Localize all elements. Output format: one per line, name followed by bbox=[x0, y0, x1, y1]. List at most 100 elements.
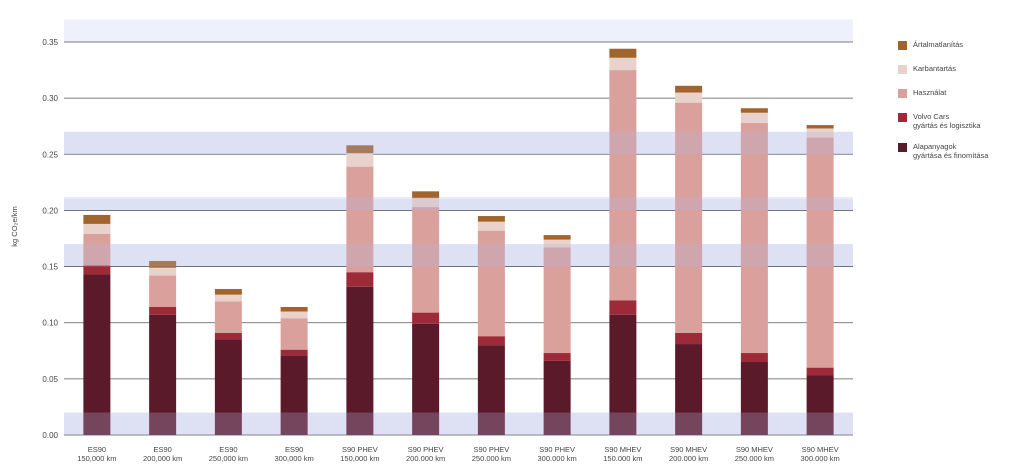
bar-segment bbox=[83, 265, 111, 275]
x-tick-label: S90 MHEV bbox=[604, 445, 641, 454]
x-tick-label: S90 PHEV bbox=[342, 445, 378, 454]
x-tick-label: ES90 bbox=[219, 445, 237, 454]
overlay-bands bbox=[64, 131, 853, 435]
background-bands bbox=[64, 19, 853, 435]
bar-segment bbox=[609, 57, 637, 71]
legend-label: Használat bbox=[913, 88, 947, 97]
bar-segment bbox=[214, 289, 242, 295]
x-tick-label: 300,000 km bbox=[275, 454, 314, 463]
bar-segment bbox=[477, 336, 505, 346]
y-tick-label: 0.10 bbox=[42, 319, 58, 328]
bar-segment bbox=[740, 353, 768, 363]
overlay-band bbox=[64, 244, 853, 267]
bar-segment bbox=[280, 349, 308, 356]
background-band bbox=[64, 19, 853, 42]
y-tick-label: 0.25 bbox=[42, 150, 58, 159]
legend-label: Karbantartás bbox=[913, 64, 956, 73]
bar-segment bbox=[149, 275, 177, 307]
bar-segment bbox=[806, 367, 834, 376]
bar-segment bbox=[412, 191, 440, 199]
bar-segment bbox=[346, 286, 374, 435]
legend-swatch bbox=[898, 41, 907, 50]
bar-segment bbox=[477, 221, 505, 231]
y-tick-label: 0.15 bbox=[42, 263, 58, 272]
legend-swatch bbox=[898, 143, 907, 152]
overlay-band bbox=[64, 412, 853, 435]
bar-segment bbox=[214, 294, 242, 302]
bars bbox=[83, 48, 834, 435]
legend-label: Volvo Cars gyártás és logisztika bbox=[913, 112, 981, 130]
bar-segment bbox=[543, 360, 571, 435]
x-tick-label: 150.000 km bbox=[603, 454, 642, 463]
x-tick-label: 250.000 km bbox=[472, 454, 511, 463]
bar-segment bbox=[477, 230, 505, 337]
bar-segment bbox=[675, 332, 703, 345]
y-tick-label: 0.05 bbox=[42, 375, 58, 384]
x-tick-label: 200.000 km bbox=[406, 454, 445, 463]
legend: Ártalmatlanítás Karbantartás Használat Volv… bbox=[898, 40, 1018, 172]
legend-item: Használat bbox=[898, 88, 1018, 100]
x-tick-label: 250.000 km bbox=[735, 454, 774, 463]
bar-segment bbox=[346, 153, 374, 167]
bar-segment bbox=[806, 137, 834, 368]
bar-segment bbox=[609, 70, 637, 301]
legend-item: Karbantartás bbox=[898, 64, 1018, 76]
bar-segment bbox=[412, 312, 440, 324]
bar-segment bbox=[214, 301, 242, 333]
bar-segment bbox=[543, 239, 571, 248]
x-tick-label: 150,000 km bbox=[340, 454, 379, 463]
x-tick-label: ES90 bbox=[153, 445, 171, 454]
bar-segment bbox=[806, 128, 834, 138]
bar-segment bbox=[149, 267, 177, 276]
bar-segment bbox=[83, 234, 111, 266]
x-tick-label: 300.000 km bbox=[801, 454, 840, 463]
y-tick-labels: 0.00 0.05 0.10 0.15 0.20 0.25 0.30 0.35 bbox=[42, 38, 58, 440]
x-tick-label: S90 MHEV bbox=[802, 445, 839, 454]
bar-segment bbox=[412, 198, 440, 208]
bar-segment bbox=[675, 85, 703, 93]
y-axis-label: kg CO₂e/km bbox=[10, 206, 19, 246]
background-band bbox=[64, 412, 853, 435]
x-tick-label: 200.000 km bbox=[669, 454, 708, 463]
legend-item: Ártalmatlanítás bbox=[898, 40, 1018, 52]
background-band bbox=[64, 244, 853, 267]
legend-label: Alapanyagok gyártása és finomítása bbox=[913, 142, 989, 160]
legend-swatch bbox=[898, 113, 907, 122]
bar-segment bbox=[740, 362, 768, 435]
bar-segment bbox=[83, 223, 111, 235]
bar-segment bbox=[149, 306, 177, 315]
bar-segment bbox=[675, 344, 703, 435]
bar-segment bbox=[280, 306, 308, 312]
y-tick-label: 0.00 bbox=[42, 431, 58, 440]
bar-segment bbox=[83, 214, 111, 224]
bar-segment bbox=[543, 353, 571, 361]
bar-segment bbox=[740, 112, 768, 123]
x-tick-label: S90 MHEV bbox=[670, 445, 707, 454]
x-tick-label: ES90 bbox=[285, 445, 303, 454]
bar-segment bbox=[609, 300, 637, 315]
bar-segment bbox=[149, 314, 177, 435]
legend-item: Volvo Cars gyártás és logisztika bbox=[898, 112, 1018, 130]
legend-swatch bbox=[898, 89, 907, 98]
background-band bbox=[64, 199, 853, 211]
x-tick-label: S90 PHEV bbox=[408, 445, 444, 454]
legend-item: Alapanyagok gyártása és finomítása bbox=[898, 142, 1018, 160]
x-tick-label: 150,000 km bbox=[77, 454, 116, 463]
bar-segment bbox=[675, 102, 703, 333]
x-tick-label: 250,000 km bbox=[209, 454, 248, 463]
bar-segment bbox=[806, 125, 834, 129]
bar-segment bbox=[346, 166, 374, 273]
bar-segment bbox=[214, 339, 242, 435]
bar-segment bbox=[412, 323, 440, 435]
x-tick-label: 300.000 km bbox=[538, 454, 577, 463]
bar-segment bbox=[83, 274, 111, 435]
bar-segment bbox=[214, 332, 242, 340]
background-band bbox=[64, 131, 853, 155]
bar-segment bbox=[543, 247, 571, 354]
bar-segment bbox=[740, 122, 768, 354]
bar-segment bbox=[675, 92, 703, 103]
overlay-band bbox=[64, 196, 853, 211]
bar-segment bbox=[149, 260, 177, 268]
bar-segment bbox=[806, 375, 834, 435]
